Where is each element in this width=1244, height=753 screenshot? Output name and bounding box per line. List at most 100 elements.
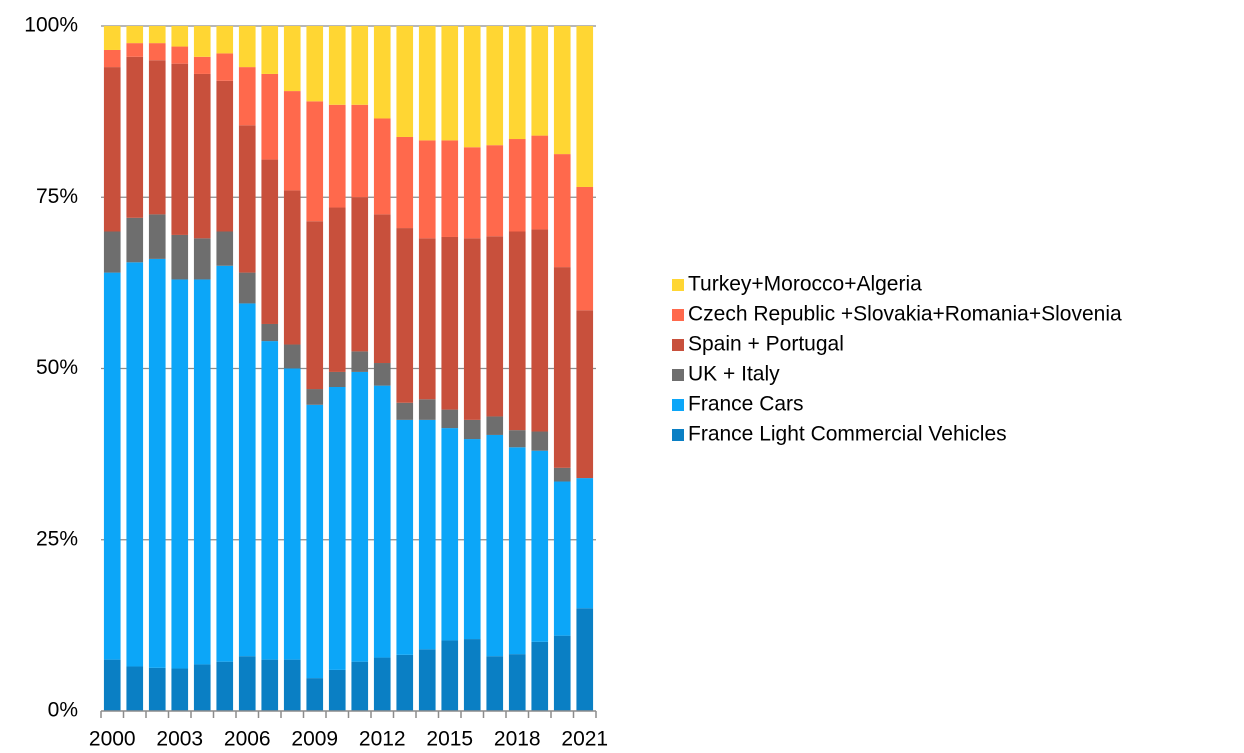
bar-segment	[216, 80, 234, 232]
legend-swatch	[672, 309, 684, 321]
bar-segment	[508, 26, 526, 140]
x-tick-label: 2018	[494, 728, 541, 751]
bar-segment	[328, 386, 346, 670]
bar-segment	[373, 385, 391, 658]
bar-segment	[238, 26, 256, 68]
bar-segment	[283, 344, 301, 369]
bar-segment	[171, 46, 189, 64]
bar-segment	[261, 73, 279, 160]
bar-segment	[418, 399, 436, 420]
bar-segment	[171, 63, 189, 235]
bar-segment	[396, 228, 414, 403]
bar-segment	[576, 186, 594, 311]
bar-segment	[576, 478, 594, 609]
legend-swatch	[672, 279, 684, 291]
legend-label: Turkey+Morocco+Algeria	[688, 273, 922, 296]
bar-segment	[463, 419, 481, 440]
bar-segment	[261, 26, 279, 74]
bar-segment	[531, 450, 549, 642]
bar-segment	[373, 214, 391, 364]
bar-segment	[306, 678, 324, 711]
bar-segment	[553, 26, 571, 155]
bar-segment	[441, 140, 459, 237]
bar-segment	[418, 419, 436, 650]
y-tick-label: 75%	[36, 185, 78, 208]
bar-segment	[283, 190, 301, 345]
bar-segment	[351, 197, 369, 352]
bar-segment	[463, 639, 481, 711]
bar-segment	[531, 641, 549, 711]
bar-segment	[351, 371, 369, 662]
bar-segment	[396, 136, 414, 229]
bar-segment	[216, 231, 234, 266]
bar-segment	[486, 434, 504, 657]
bar-segment	[418, 238, 436, 400]
bar-segment	[441, 640, 459, 711]
bar-segment	[328, 669, 346, 711]
bar-segment	[486, 26, 504, 146]
bar-segment	[441, 236, 459, 410]
legend-label: France Cars	[688, 393, 804, 416]
bar-segment	[148, 214, 166, 259]
bar-segment	[306, 404, 324, 679]
bar-segment	[373, 118, 391, 215]
bar-segment	[261, 323, 279, 342]
bar-segment	[171, 279, 189, 669]
bar-segment	[553, 267, 571, 468]
bar-segment	[216, 661, 234, 711]
x-tick-label: 2021	[561, 728, 608, 751]
bar-segment	[126, 217, 144, 263]
bar-segment	[103, 67, 121, 232]
bar-segment	[103, 272, 121, 660]
bar-segment	[171, 234, 189, 280]
bar-segment	[148, 43, 166, 61]
y-tick-label: 25%	[36, 527, 78, 550]
bar-segment	[396, 419, 414, 655]
bar-segment	[306, 389, 324, 405]
bar-segment	[463, 439, 481, 640]
bar-segment	[508, 447, 526, 655]
bar-segment	[351, 351, 369, 372]
bar-segment	[238, 272, 256, 304]
bar-segment	[508, 139, 526, 232]
bar-segment	[126, 666, 144, 711]
bar-segment	[441, 428, 459, 641]
bar-segment	[126, 43, 144, 57]
bar-segment	[103, 231, 121, 273]
bar-segment	[148, 26, 166, 44]
bar-segment	[441, 409, 459, 429]
bar-segment	[531, 135, 549, 230]
bar-segment	[373, 363, 391, 386]
bar-segment	[463, 26, 481, 148]
legend-label: UK + Italy	[688, 363, 780, 386]
x-tick-label: 2006	[224, 728, 271, 751]
bar-segment	[553, 481, 571, 636]
x-tick-label: 2009	[291, 728, 338, 751]
bar-segment	[103, 26, 121, 50]
bar-segment	[283, 91, 301, 191]
bar-segment	[193, 56, 211, 74]
x-tick-label: 2003	[156, 728, 203, 751]
bar-segment	[486, 416, 504, 435]
bar-segment	[171, 668, 189, 711]
bar-segment	[238, 67, 256, 126]
x-tick-label: 2012	[359, 728, 406, 751]
bar-segment	[373, 26, 391, 119]
bar-segment	[193, 664, 211, 711]
bar-segment	[418, 140, 436, 239]
bar-segment	[328, 104, 346, 208]
bar-segment	[486, 236, 504, 417]
bar-segment	[486, 145, 504, 237]
bar-segment	[553, 635, 571, 711]
legend-label: France Light Commercial Vehicles	[688, 423, 1007, 446]
bar-segment	[531, 431, 549, 451]
bar-segment	[306, 101, 324, 222]
bar-segment	[553, 154, 571, 268]
bar-segment	[576, 608, 594, 711]
bar-segment	[396, 654, 414, 711]
bar-segment	[193, 26, 211, 57]
bar-segment	[576, 310, 594, 479]
bar-segment	[396, 26, 414, 137]
